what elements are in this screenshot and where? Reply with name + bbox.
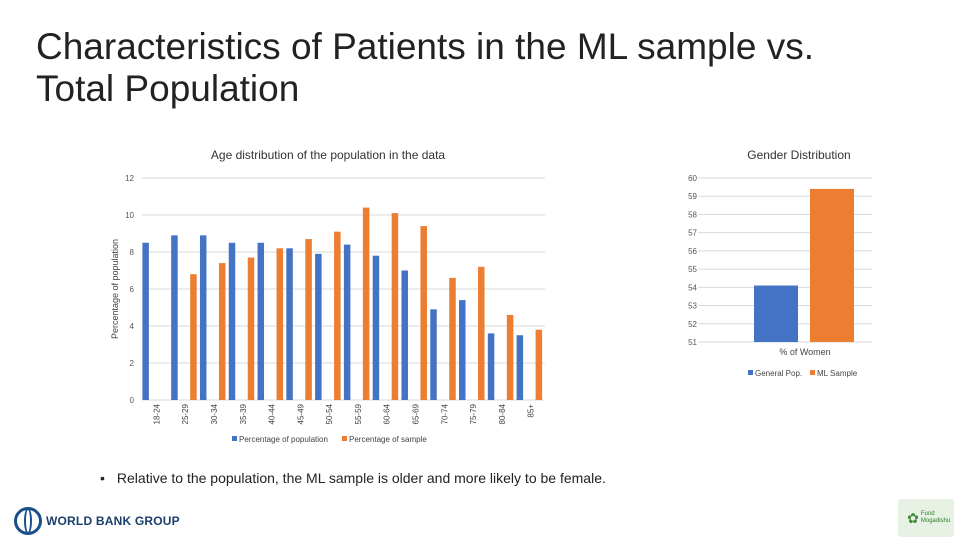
age-x-tick-label: 30-34	[210, 403, 219, 424]
age-bar-sample	[247, 257, 255, 400]
age-bar-population	[286, 248, 293, 400]
age-bar-population	[430, 309, 437, 400]
world-bank-logo-text: WORLD BANK GROUP	[46, 514, 180, 528]
globe-icon	[14, 507, 42, 535]
gender-x-tick-label: % of Women	[779, 347, 830, 357]
bullet-symbol: •	[100, 470, 105, 486]
gender-y-tick-label: 60	[688, 174, 697, 183]
age-x-tick-label: 85+	[527, 404, 536, 418]
partner-logo-line-2: Mogadishu	[920, 518, 951, 524]
age-y-tick-label: 0	[130, 396, 135, 405]
age-y-tick-label: 8	[130, 248, 135, 257]
age-y-tick-label: 4	[130, 322, 135, 331]
age-bar-population	[487, 333, 495, 400]
age-bar-population	[171, 235, 178, 400]
gender-distribution-chart: Gender Distribution 51 52 53 54 55 56 57 58 59 60%…	[688, 148, 872, 378]
gender-legend-label: ML Sample	[817, 369, 858, 378]
age-chart-title: Age distribution of the population in th…	[211, 148, 445, 162]
summary-bullet: • Relative to the population, the ML samp…	[100, 470, 606, 486]
age-bar-population	[459, 300, 466, 400]
gender-bar-ml-sample	[810, 188, 854, 342]
gender-legend-label: General Pop.	[755, 369, 802, 378]
age-bar-population	[372, 255, 380, 400]
age-bar-population	[315, 253, 322, 400]
age-bar-population	[257, 242, 265, 400]
age-bar-population	[401, 270, 408, 400]
age-bar-population	[199, 235, 207, 400]
age-legend-label: Percentage of population	[239, 435, 328, 444]
age-bar-sample	[362, 207, 370, 400]
age-legend-swatch	[342, 436, 347, 441]
age-bar-sample	[190, 274, 197, 400]
bullet-text: Relative to the population, the ML sampl…	[116, 470, 606, 486]
age-bar-sample	[449, 277, 456, 400]
gender-y-tick-label: 56	[688, 247, 697, 256]
slide-title-line-1: Characteristics of Patients in the ML sa…	[36, 26, 814, 67]
age-y-tick-label: 12	[125, 174, 134, 183]
age-bar-sample	[305, 239, 312, 400]
age-x-tick-label: 65-69	[411, 403, 420, 424]
partner-logo-line-1: Fund	[920, 511, 935, 517]
gender-y-tick-label: 59	[688, 192, 697, 201]
age-x-tick-label: 45-49	[296, 403, 305, 424]
gender-y-tick-label: 54	[688, 283, 697, 292]
age-bar-sample	[535, 329, 543, 400]
age-x-tick-label: 25-29	[181, 403, 190, 424]
age-y-tick-label: 6	[130, 285, 135, 294]
age-x-tick-label: 35-39	[239, 403, 248, 424]
gender-chart-title: Gender Distribution	[747, 148, 850, 162]
world-bank-logo: WORLD BANK GROUP	[14, 506, 180, 536]
age-x-tick-label: 40-44	[268, 403, 277, 424]
age-bar-sample	[334, 231, 341, 400]
gender-y-tick-label: 53	[688, 302, 697, 311]
slide-title: Characteristics of Patients in the ML sa…	[36, 26, 936, 110]
age-bar-sample	[420, 226, 427, 400]
partner-logo-text: Fund Mogadishu	[920, 511, 950, 525]
gender-y-tick-label: 51	[688, 338, 697, 347]
gender-legend-swatch	[748, 370, 753, 375]
age-x-tick-label: 70-74	[440, 403, 449, 424]
age-distribution-chart: Age distribution of the population in th…	[110, 148, 545, 444]
gender-y-tick-label: 57	[688, 229, 697, 238]
age-legend-swatch	[232, 436, 237, 441]
age-bar-population	[343, 244, 351, 400]
age-bar-sample	[391, 213, 399, 400]
gender-legend-swatch	[810, 370, 815, 375]
age-bar-sample	[276, 248, 284, 400]
age-x-tick-label: 80-84	[498, 403, 507, 424]
age-bar-population	[228, 242, 236, 400]
gender-bar-general-pop	[754, 285, 798, 342]
age-x-tick-label: 75-79	[469, 403, 478, 424]
partner-logo: ✿ Fund Mogadishu	[898, 499, 954, 537]
age-bar-sample	[506, 314, 514, 400]
age-bar-sample	[478, 266, 485, 400]
age-x-tick-label: 18-24	[152, 403, 161, 424]
gender-y-tick-label: 55	[688, 265, 697, 274]
age-bar-population	[142, 242, 149, 400]
age-x-tick-label: 50-54	[325, 403, 334, 424]
gender-y-tick-label: 52	[688, 320, 697, 329]
age-x-tick-label: 55-59	[354, 403, 363, 424]
age-bar-sample	[218, 263, 226, 400]
gender-y-tick-label: 58	[688, 210, 697, 219]
age-x-tick-label: 60-64	[383, 403, 392, 424]
age-y-axis-label: Percentage of population	[110, 239, 120, 339]
leaf-icon: ✿	[907, 509, 919, 526]
age-legend-label: Percentage of sample	[349, 435, 427, 444]
age-y-tick-label: 10	[125, 211, 134, 220]
slide-title-line-2: Total Population	[36, 68, 300, 109]
age-bar-population	[516, 335, 524, 400]
age-y-tick-label: 2	[130, 359, 135, 368]
